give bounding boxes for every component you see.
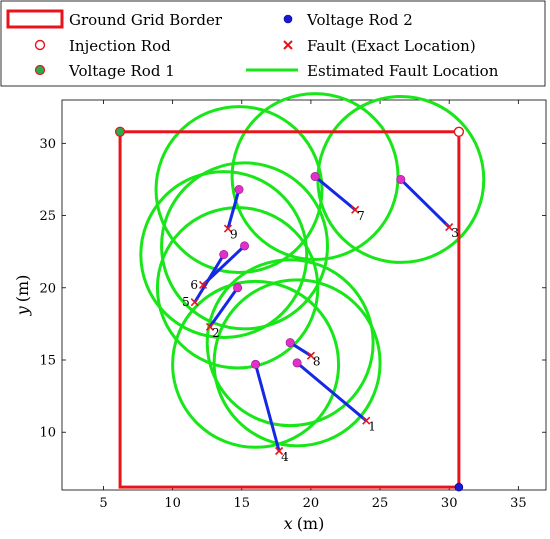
legend-injection-marker bbox=[34, 39, 46, 51]
rods bbox=[114, 126, 465, 492]
fault-label-6: 6 bbox=[190, 278, 198, 292]
legend-fault-label: Fault (Exact Location) bbox=[307, 37, 476, 55]
fault-marker-stroke-b bbox=[351, 205, 360, 214]
fault-marker-stroke-b bbox=[198, 280, 208, 289]
fault-marker-stroke-b bbox=[306, 351, 315, 360]
x-tick-label-15: 15 bbox=[233, 496, 250, 511]
fault-marker-4 bbox=[275, 446, 284, 456]
fault-markers: 1 2 3 4 56 7 8 9 bbox=[182, 205, 459, 464]
estimate-center-1 bbox=[292, 358, 302, 368]
fault-label-9: 9 bbox=[230, 228, 238, 242]
fault-marker-3 bbox=[445, 223, 454, 232]
estimate-center-3 bbox=[396, 174, 406, 184]
x-tick-label-20: 20 bbox=[303, 496, 320, 511]
estimate-circle-9 bbox=[154, 105, 324, 275]
estimate-center-6 bbox=[240, 241, 250, 251]
fault-label-1: 1 bbox=[368, 420, 376, 434]
estimate-circle-5 bbox=[139, 170, 309, 340]
estimate-line-3 bbox=[399, 178, 451, 229]
y-tick-label-20: 20 bbox=[39, 281, 56, 296]
fault-marker-8 bbox=[306, 351, 315, 360]
estimate-centers bbox=[219, 172, 406, 369]
estimate-circle-1 bbox=[212, 278, 382, 448]
fault-marker-stroke-b bbox=[223, 224, 233, 233]
y-tick-label-30: 30 bbox=[39, 137, 56, 152]
legend-voltage1-marker bbox=[34, 64, 46, 76]
fault-label-3: 3 bbox=[451, 226, 459, 240]
ground-grid-border bbox=[118, 130, 461, 489]
legend-voltage1-label: Voltage Rod 1 bbox=[68, 62, 175, 80]
x-tick-label-35: 35 bbox=[510, 496, 527, 511]
estimate-circle-6 bbox=[160, 161, 330, 331]
voltage-rod-2 bbox=[454, 482, 464, 492]
x-tick-label-25: 25 bbox=[372, 496, 389, 511]
estimate-line-9 bbox=[226, 189, 241, 229]
estimate-lines bbox=[193, 175, 451, 452]
legend-border-label: Ground Grid Border bbox=[69, 11, 223, 29]
fault-marker-2 bbox=[205, 322, 215, 331]
y-tick-label-15: 15 bbox=[39, 354, 56, 369]
fault-marker-7 bbox=[351, 205, 360, 214]
fault-label-8: 8 bbox=[313, 355, 321, 369]
injection-rod bbox=[453, 126, 465, 137]
estimate-center-4 bbox=[251, 359, 261, 369]
legend: Ground Grid Border Voltage Rod 2 Injecti… bbox=[0, 0, 546, 87]
estimate-center-7 bbox=[310, 172, 320, 182]
x-tick-label-30: 30 bbox=[441, 496, 458, 511]
fault-marker-stroke-b bbox=[205, 322, 215, 331]
fault-marker-5 bbox=[190, 298, 199, 307]
y-tick-label-10: 10 bbox=[39, 426, 56, 441]
legend-border-swatch bbox=[6, 9, 64, 29]
ground-grid-border-rect bbox=[118, 130, 461, 489]
estimate-center-9 bbox=[234, 185, 244, 195]
estimate-line-6 bbox=[202, 244, 246, 286]
x-tick-label-10: 10 bbox=[164, 496, 181, 511]
legend-fault-marker bbox=[283, 40, 293, 50]
fault-marker-stroke-b bbox=[445, 223, 454, 232]
legend-voltage2-label: Voltage Rod 2 bbox=[306, 11, 413, 29]
legend-voltage2-marker bbox=[283, 14, 293, 24]
y-tick-label-25: 25 bbox=[39, 209, 56, 224]
estimate-line-7 bbox=[314, 175, 357, 211]
voltage-rod-1 bbox=[114, 126, 126, 137]
fault-marker-stroke-b bbox=[275, 446, 284, 456]
y-axis-label: y(m) bbox=[13, 275, 32, 317]
fault-label-5: 5 bbox=[182, 295, 190, 309]
x-axis-label: x (m) bbox=[284, 514, 325, 533]
estimate-center-8 bbox=[285, 338, 295, 348]
legend-injection-label: Injection Rod bbox=[69, 37, 171, 55]
fault-label-7: 7 bbox=[357, 209, 365, 223]
estimate-center-2 bbox=[233, 283, 243, 293]
estimate-circle-4 bbox=[171, 279, 341, 449]
legend-frame bbox=[0, 0, 546, 87]
fault-marker-stroke-b bbox=[362, 416, 371, 425]
legend-circle-label: Estimated Fault Location bbox=[307, 62, 499, 80]
estimate-line-2 bbox=[208, 286, 239, 328]
fault-marker-stroke-b bbox=[190, 298, 199, 307]
estimate-line-1 bbox=[296, 361, 368, 422]
fault-label-4: 4 bbox=[281, 450, 289, 464]
x-tick-label-5: 5 bbox=[99, 496, 107, 511]
estimate-center-5 bbox=[219, 250, 229, 260]
fault-label-2: 2 bbox=[212, 326, 220, 340]
estimate-line-4 bbox=[254, 363, 281, 452]
fault-marker-9 bbox=[223, 224, 233, 233]
fault-marker-1 bbox=[362, 416, 371, 425]
fault-marker-6 bbox=[198, 280, 208, 289]
estimate-circle-8 bbox=[205, 258, 375, 428]
